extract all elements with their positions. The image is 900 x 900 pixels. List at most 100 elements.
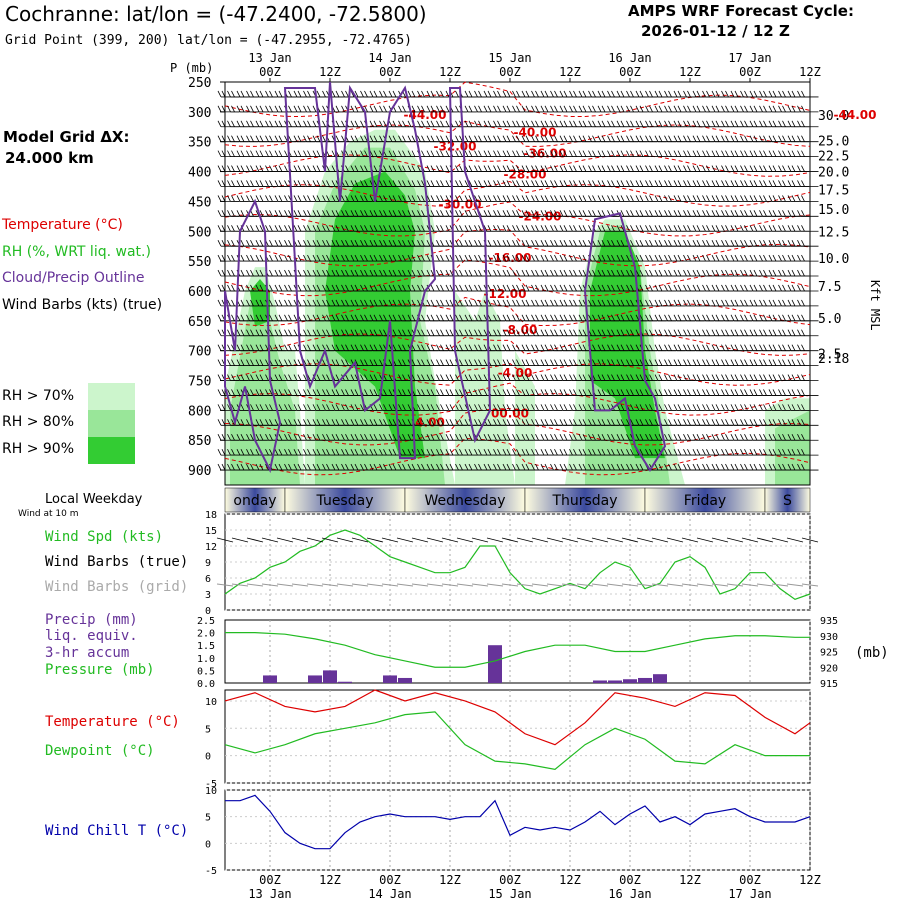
wind-barb-flag xyxy=(744,90,748,98)
wind-barb-flag xyxy=(801,240,805,247)
wind-barb-flag xyxy=(436,210,440,217)
wind-barb xyxy=(474,269,496,277)
wind-barb-flag xyxy=(464,225,469,232)
wind-barb-flag xyxy=(316,284,321,292)
wind-barb-flag xyxy=(787,120,792,127)
wind-barb-flag xyxy=(635,254,640,262)
wind-barb xyxy=(236,254,258,262)
wind-barb-flag xyxy=(578,269,583,277)
wind-barb-flag xyxy=(725,329,729,336)
wind-barb xyxy=(664,269,686,277)
cycle-value: 2026-01-12 / 12 Z xyxy=(641,22,790,40)
wind-barb xyxy=(569,150,591,158)
wind-barb-flag xyxy=(278,329,283,336)
wind-barb-flag xyxy=(407,195,412,202)
wind-barb-flag xyxy=(227,135,231,142)
wind-barb-flag xyxy=(383,210,387,217)
p-tick-label: 600 xyxy=(188,285,211,300)
wind-barb-flag xyxy=(734,240,739,247)
wind-barb-flag xyxy=(360,344,364,351)
wind-barb-flag xyxy=(535,105,539,113)
wind-barb-flag xyxy=(730,90,735,98)
wind-barb xyxy=(730,299,752,307)
wind-barb xyxy=(531,269,553,277)
wind-barb-flag xyxy=(259,329,264,336)
temp-contour-label: 00.00 xyxy=(491,406,529,420)
wind-barb-flag xyxy=(734,90,739,98)
wind-barb xyxy=(588,105,610,113)
wind-barb-flag xyxy=(345,210,349,217)
wind-barb-flag xyxy=(421,254,425,262)
wind-barb xyxy=(521,314,543,322)
wind-barb-flag xyxy=(721,105,725,113)
wind-barb-flag xyxy=(531,284,535,292)
p-tick-label: 900 xyxy=(188,464,211,479)
wind-barb xyxy=(654,165,676,172)
wind-barb-flag xyxy=(711,135,716,142)
wind-barb xyxy=(664,240,686,247)
wind-barb-flag xyxy=(588,225,592,232)
wind-barb-flag xyxy=(459,180,463,187)
wind-barb-flag xyxy=(240,359,245,366)
precip-sub1: liq. equiv. xyxy=(45,628,138,644)
wind-barb-flag xyxy=(506,150,511,157)
wind-barb-flag xyxy=(398,254,402,262)
wind-barb-flag xyxy=(502,314,507,321)
wind-barb-flag xyxy=(706,344,710,351)
wind-barb-flag xyxy=(772,135,777,142)
wind-barb-flag xyxy=(687,135,691,142)
local-weekday-label: Local Weekday xyxy=(45,492,143,507)
wind-barb xyxy=(664,90,686,98)
wind-barb xyxy=(578,195,600,202)
wind-barb-flag xyxy=(502,150,507,157)
temp-contour-label: -30.00 xyxy=(439,197,482,211)
wind-barb-flag xyxy=(782,210,786,217)
wind-barb-flag xyxy=(668,314,672,321)
wind-barb xyxy=(559,225,581,232)
wind-barb xyxy=(227,180,249,187)
wind-barb xyxy=(635,135,657,143)
wind-barb-flag xyxy=(369,135,374,142)
top-time-label: 12Z xyxy=(439,65,461,79)
wind-barb-flag xyxy=(502,240,507,247)
wind-barb-flag xyxy=(563,299,568,307)
wind-barb-flag xyxy=(801,105,805,113)
wind-barb-flag xyxy=(278,225,283,232)
wind-barb-flag xyxy=(620,90,625,98)
wind-barb-flag xyxy=(354,344,359,351)
wind-barb-flag xyxy=(791,150,796,157)
wind-barb-flag xyxy=(626,314,630,321)
cycle-label: AMPS WRF Forecast Cycle: xyxy=(628,2,854,20)
wind-barb-flag xyxy=(455,299,459,307)
wind-barb-flag xyxy=(687,329,691,336)
wind-barb xyxy=(692,329,714,337)
wind-barb-flag xyxy=(221,240,226,247)
wind-barb-flag xyxy=(297,269,302,277)
wind-barb-flag xyxy=(521,120,526,127)
wind-barb-flag xyxy=(721,90,725,98)
wind-barb-flag xyxy=(664,105,668,113)
wind-barb xyxy=(673,314,695,322)
wind-barb-flag xyxy=(493,165,497,172)
wind-barb-flag xyxy=(630,269,634,277)
wind-barb xyxy=(217,120,239,128)
wind-barb-flag xyxy=(316,299,321,307)
wind-barb xyxy=(702,180,724,187)
wind-barb-flag xyxy=(578,135,583,142)
wind-barb xyxy=(588,180,610,187)
wind-barb-flag xyxy=(246,240,250,247)
wind-barb-flag xyxy=(379,180,383,187)
wind-barb-flag xyxy=(658,344,663,351)
wind-barb xyxy=(711,299,733,307)
wind-barb-flag xyxy=(544,105,549,113)
wind-barb-flag xyxy=(550,284,554,292)
wind-barb-flag xyxy=(354,180,359,187)
wind-barb xyxy=(778,135,800,143)
wind-barb-flag xyxy=(274,120,279,127)
wind-barb-flag xyxy=(360,195,364,202)
wind-barb-flag xyxy=(607,120,611,127)
wind-barb xyxy=(759,90,781,98)
wind-barb-flag xyxy=(307,374,311,381)
wind-barb-flag xyxy=(278,180,283,187)
wind-barb-flag xyxy=(369,329,374,336)
